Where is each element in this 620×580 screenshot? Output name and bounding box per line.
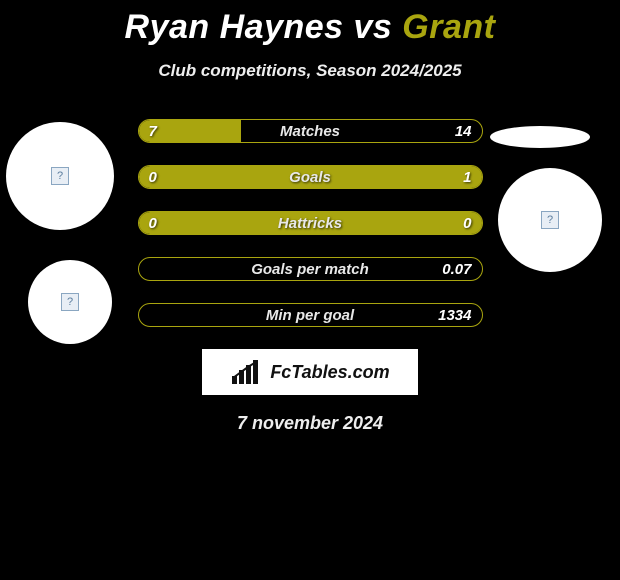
stat-value-right: 1334 <box>438 304 471 326</box>
player2-name: Grant <box>402 8 495 46</box>
bars-icon <box>230 358 266 386</box>
stat-row: Goals per match0.07 <box>138 257 483 281</box>
avatar-circle: ? <box>6 122 114 230</box>
stat-row: 0Hattricks0 <box>138 211 483 235</box>
avatar-circle: ? <box>498 168 602 272</box>
stats-container: 7Matches140Goals10Hattricks0Goals per ma… <box>138 119 483 327</box>
player1-name: Ryan Haynes <box>125 8 344 46</box>
decorative-ellipse <box>490 126 590 148</box>
stat-value-right: 14 <box>455 120 472 142</box>
comparison-title: Ryan Haynes vs Grant <box>0 0 620 47</box>
stat-row: 0Goals1 <box>138 165 483 189</box>
date-text: 7 november 2024 <box>0 413 620 434</box>
stat-row: 7Matches14 <box>138 119 483 143</box>
stat-label: Hattricks <box>139 212 482 234</box>
placeholder-icon: ? <box>61 293 79 311</box>
stat-label: Goals <box>139 166 482 188</box>
vs-text: vs <box>354 8 393 46</box>
subtitle: Club competitions, Season 2024/2025 <box>0 61 620 81</box>
placeholder-icon: ? <box>541 211 559 229</box>
stat-label: Min per goal <box>139 304 482 326</box>
stat-value-right: 0.07 <box>442 258 471 280</box>
avatar-circle: ? <box>28 260 112 344</box>
placeholder-icon: ? <box>51 167 69 185</box>
stat-label: Matches <box>139 120 482 142</box>
stat-label: Goals per match <box>139 258 482 280</box>
logo-text: FcTables.com <box>270 362 389 383</box>
logo-box: FcTables.com <box>202 349 418 395</box>
stat-value-right: 0 <box>463 212 471 234</box>
stat-row: Min per goal1334 <box>138 303 483 327</box>
stat-value-right: 1 <box>463 166 471 188</box>
